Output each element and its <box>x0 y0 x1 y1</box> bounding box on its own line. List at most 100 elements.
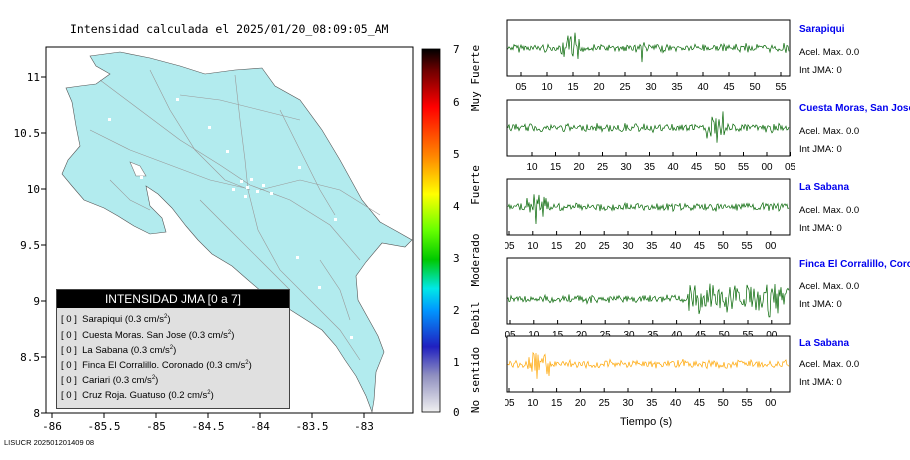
colorbar-tick: 1 <box>453 356 460 369</box>
time-tick-label: 50 <box>718 241 730 252</box>
legend-level: [ 0 ] <box>61 360 77 372</box>
time-tick-label: 45 <box>694 398 706 409</box>
legend-level: [ 0 ] <box>61 314 77 326</box>
time-tick-label: 50 <box>718 398 730 409</box>
colorbar-tick: 7 <box>453 43 460 56</box>
time-tick-label: 15 <box>567 82 579 93</box>
colorbar-label: Fuerte <box>469 165 482 205</box>
legend-paren: ) <box>210 390 214 402</box>
time-tick-label: 05 <box>505 241 515 252</box>
legend-exp: 2 <box>169 345 174 351</box>
map-x-tick-label: -85 <box>146 420 166 433</box>
road-network <box>89 69 381 361</box>
legend-row: [ 0 ] Cuesta Moras. San Jose (0.3 cm/s2) <box>61 330 234 341</box>
station-name: Finca El Corralillo, Coronado <box>799 259 910 270</box>
station-intensity: Int JMA: 0 <box>799 377 842 388</box>
gulf-of-nicoya <box>129 161 147 177</box>
footer-id: LISUCR 202501201409 08 <box>4 438 95 447</box>
legend-value: (0.3 cm/s <box>112 375 152 387</box>
time-tick-label: 55 <box>741 241 753 252</box>
time-tick-label: 15 <box>551 241 563 252</box>
colorbar-tick: 0 <box>453 406 460 419</box>
colorbar-label: Moderado <box>469 234 482 287</box>
time-tick-label: 25 <box>597 162 609 173</box>
legend-level: [ 0 ] <box>61 330 77 342</box>
waveform-trace <box>507 111 790 143</box>
waveform-trace <box>507 32 790 63</box>
waveform-trace <box>507 194 790 225</box>
colorbar-label: No sentido <box>469 347 482 413</box>
time-tick-label: 45 <box>691 162 703 173</box>
seismogram-frame <box>506 99 791 157</box>
time-tick-label: 10 <box>526 162 538 173</box>
colorbar-tick: 5 <box>453 148 460 161</box>
colorbar-label: Muy Fuerte <box>469 45 482 111</box>
legend-level: [ 0 ] <box>61 375 77 387</box>
time-tick-label: 35 <box>644 162 656 173</box>
legend-value: (0.2 cm/s <box>168 390 208 402</box>
map-x-tick-label: -83 <box>354 420 374 433</box>
colorbar-tick: 3 <box>453 252 460 265</box>
legend-value: (0.3 cm/s <box>124 314 164 326</box>
map-x-tick-label: -83.5 <box>295 420 328 433</box>
time-tick-label: 35 <box>646 241 658 252</box>
station-name: Sarapiqui <box>799 24 845 35</box>
intensity-legend: INTENSIDAD JMA [0 a 7] [ 0 ] Sarapiqui (… <box>56 289 290 409</box>
seismogram-panel: 05 10 15 20 25 30 35 40 45 50 55 <box>506 19 791 93</box>
time-tick-label: 20 <box>573 162 585 173</box>
station-intensity: Int JMA: 0 <box>799 223 842 234</box>
legend-title: INTENSIDAD JMA [0 a 7] <box>57 290 289 308</box>
legend-row: [ 0 ] Finca El Corralillo. Coronado (0.3… <box>61 360 252 371</box>
map-x-tick-label: -84 <box>250 420 270 433</box>
time-tick-label: 45 <box>723 82 735 93</box>
colorbar-tick: 4 <box>453 200 460 213</box>
time-tick-label: 20 <box>593 82 605 93</box>
map-x-ticks <box>51 413 365 418</box>
time-tick-label: 10 <box>527 241 539 252</box>
time-tick-label: 45 <box>694 241 706 252</box>
legend-row: [ 0 ] Sarapiqui (0.3 cm/s2) <box>61 314 170 325</box>
station-name: La Sabana <box>799 338 850 349</box>
map-x-tick-label: -84.5 <box>191 420 224 433</box>
seismogram-frame <box>506 257 791 325</box>
legend-station: Cariari <box>82 375 111 387</box>
time-tick-label: 50 <box>749 82 761 93</box>
time-tick-label: 35 <box>646 398 658 409</box>
legend-exp: 2 <box>227 330 232 336</box>
legend-station: Finca El Corralillo. Coronado <box>82 360 204 372</box>
time-tick-label: 30 <box>622 241 634 252</box>
time-tick-label: 55 <box>741 398 753 409</box>
legend-paren: ) <box>248 360 252 372</box>
legend-paren: ) <box>231 330 235 342</box>
legend-paren: ) <box>155 375 159 387</box>
station-accel: Acel. Max. 0.0 <box>799 281 860 292</box>
time-tick-label: 05 <box>505 398 515 409</box>
legend-station: La Sabana <box>82 345 129 357</box>
time-tick-label: 40 <box>697 82 709 93</box>
seismogram-panel: 10 15 20 25 30 35 40 45 50 55 00 05 <box>506 99 795 173</box>
station-name: Cuesta Moras, San Jose <box>799 103 910 114</box>
legend-station: Cruz Roja. Guatuso <box>82 390 166 402</box>
legend-value: (0.3 cm/s <box>188 330 228 342</box>
station-intensity: Int JMA: 0 <box>799 65 842 76</box>
map-y-ticks <box>41 76 46 414</box>
time-tick-label: 05 <box>785 162 795 173</box>
legend-level: [ 0 ] <box>61 390 77 402</box>
map-y-tick-label: 8.5 <box>20 351 40 364</box>
colorbar-label: Debil <box>469 301 482 334</box>
map-x-tick-label: -85.5 <box>87 420 120 433</box>
legend-exp: 2 <box>245 360 249 366</box>
colorbar-tick: 2 <box>453 304 460 317</box>
time-tick-label: 00 <box>765 241 777 252</box>
map-y-tick-label: 10.5 <box>14 127 41 140</box>
seismogram-panel: 05 10 15 20 25 30 35 40 45 50 55 00 <box>505 178 791 252</box>
legend-row: [ 0 ] Cariari (0.3 cm/s2) <box>61 375 158 386</box>
legend-station: Sarapiqui <box>82 314 123 326</box>
time-tick-label: 15 <box>551 398 563 409</box>
map-title: Intensidad calculada el 2025/01/20_08:09… <box>70 22 389 36</box>
time-tick-label: 55 <box>738 162 750 173</box>
legend-row: [ 0 ] Cruz Roja. Guatuso (0.2 cm/s2) <box>61 390 214 401</box>
time-tick-label: 40 <box>667 162 679 173</box>
time-tick-label: 30 <box>622 398 634 409</box>
